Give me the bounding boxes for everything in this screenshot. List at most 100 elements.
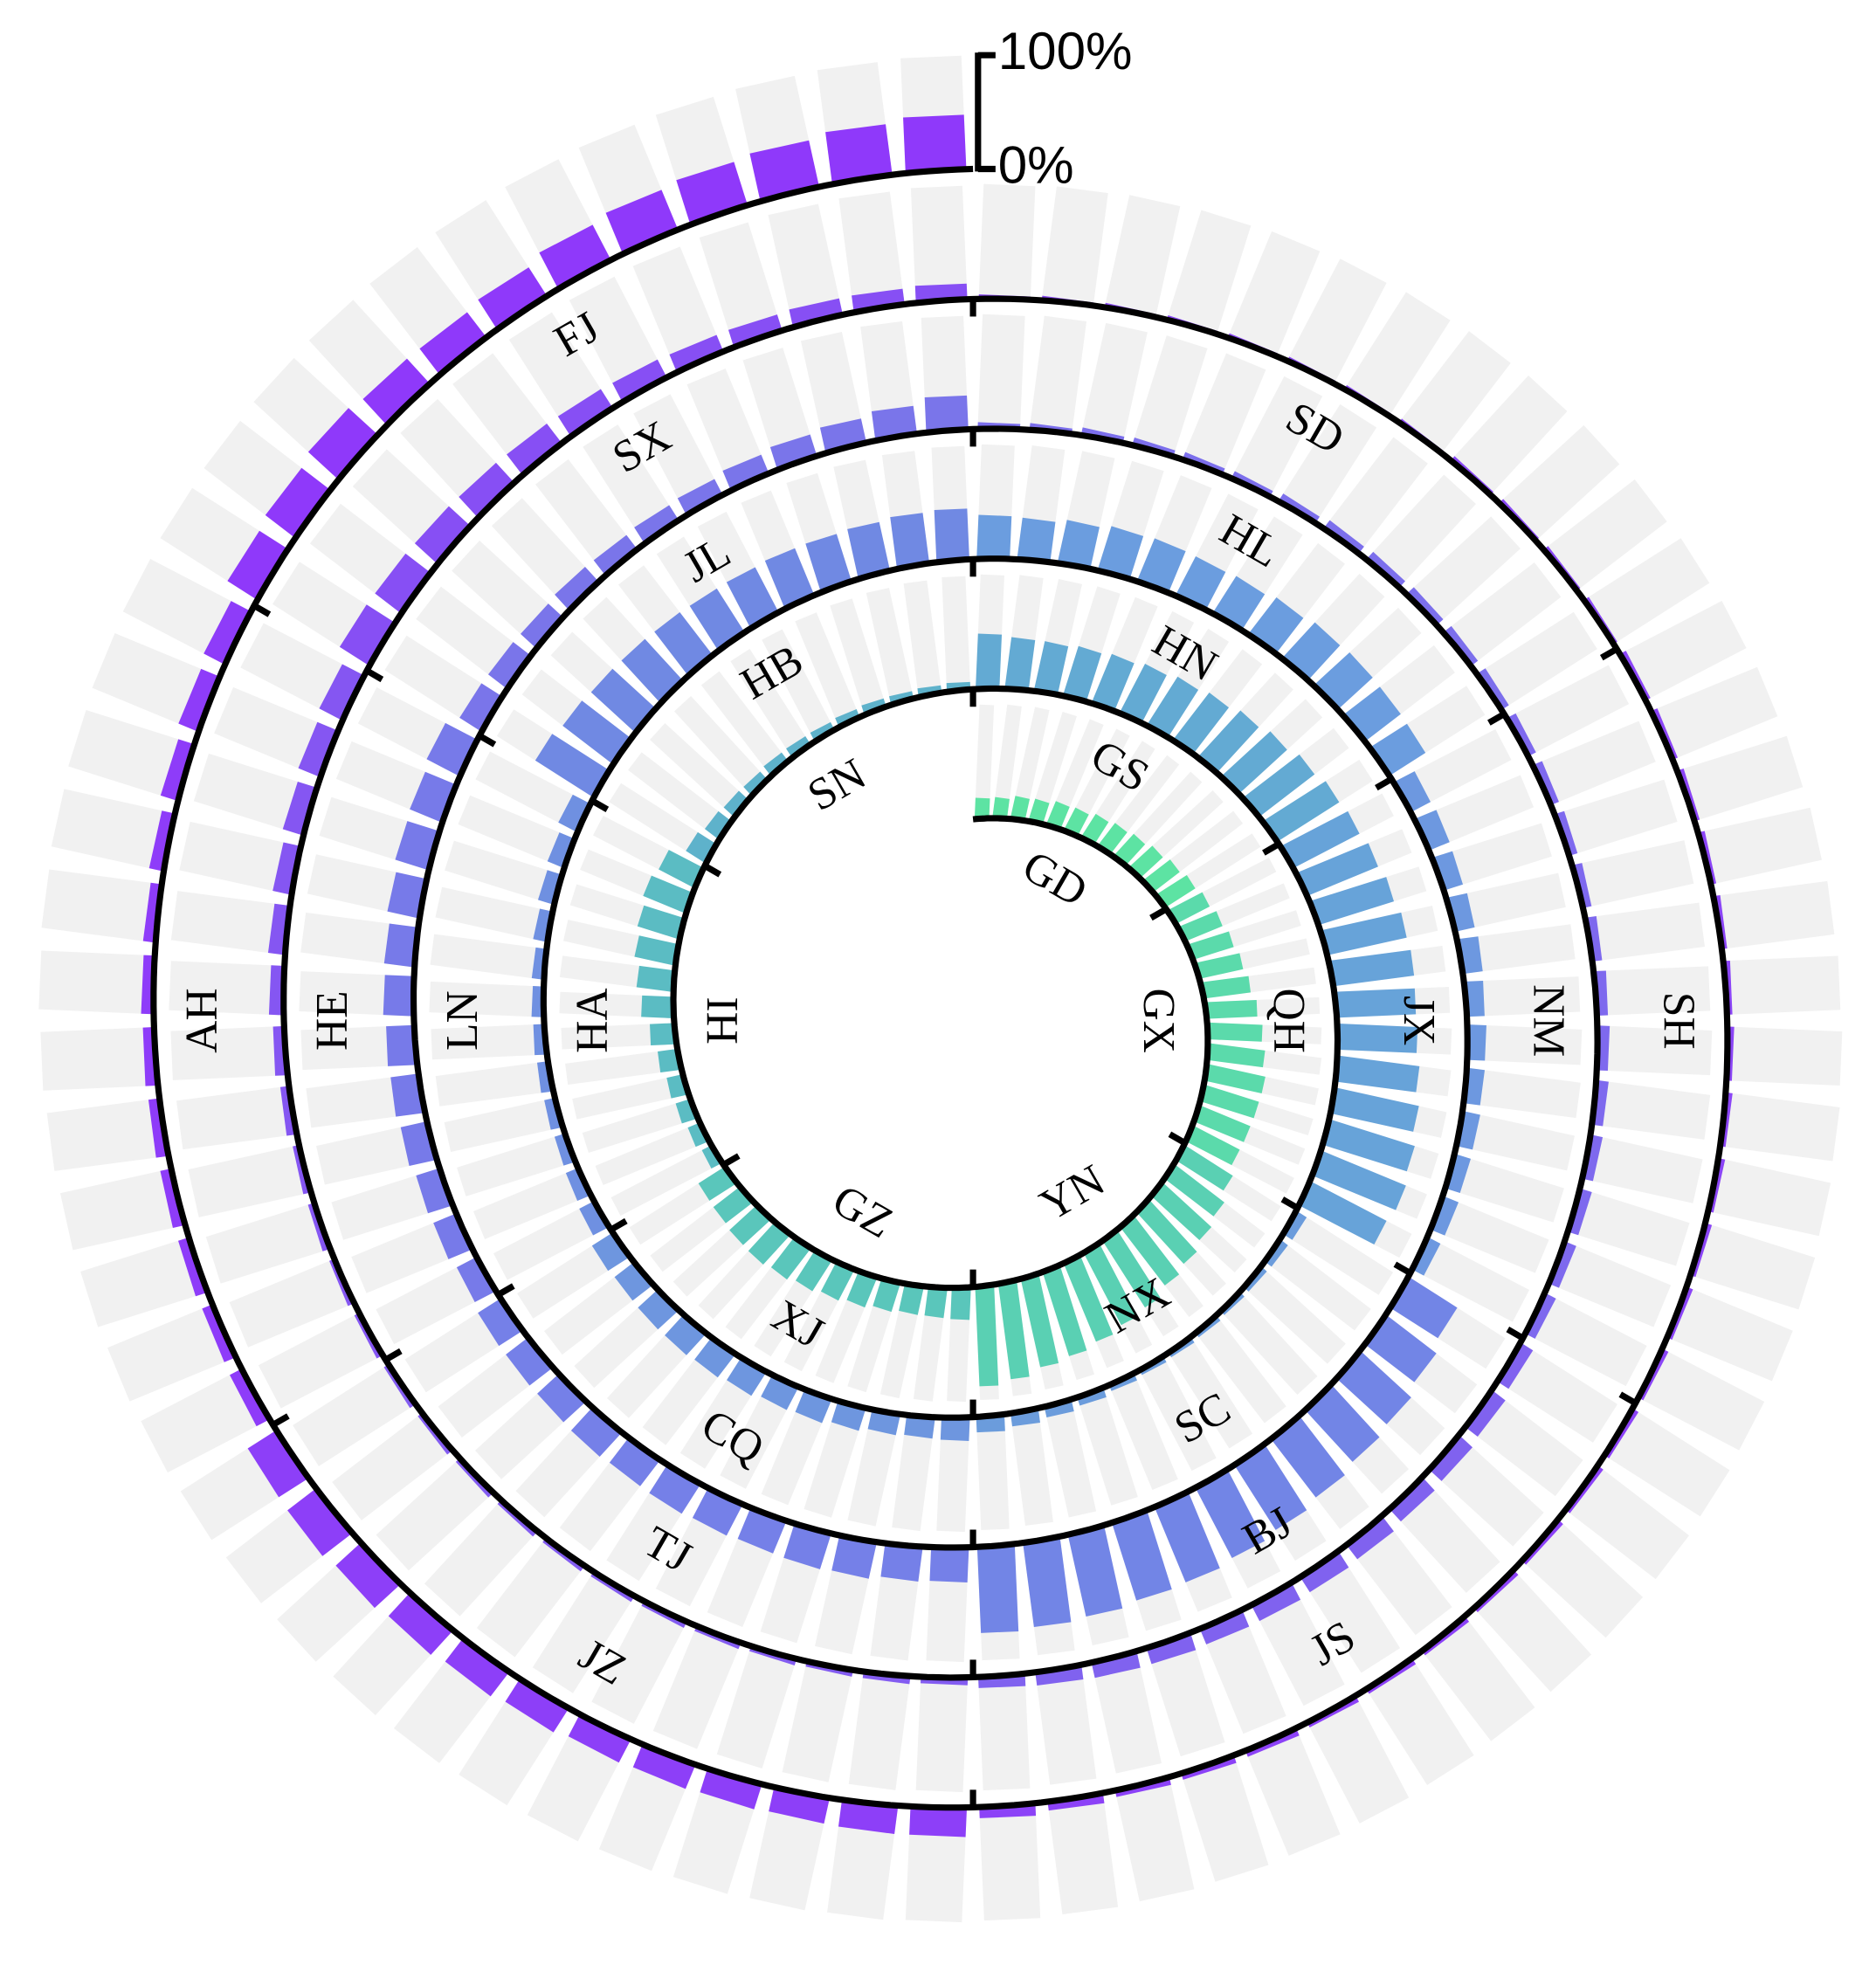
background-bar — [293, 1363, 415, 1466]
background-bar — [1638, 1348, 1765, 1451]
bar — [1045, 801, 1070, 831]
bar — [838, 1799, 899, 1835]
segment-tick — [252, 603, 272, 617]
background-bar — [1584, 538, 1710, 645]
bar — [924, 1286, 948, 1319]
bar — [650, 1023, 676, 1046]
bar — [1128, 845, 1163, 879]
bar — [1310, 877, 1395, 926]
background-bar — [782, 1660, 853, 1782]
background-bar — [1430, 1196, 1549, 1273]
background-bar — [1446, 872, 1566, 932]
background-bar — [1282, 1210, 1394, 1295]
background-bar — [1497, 1342, 1617, 1443]
bar — [1017, 517, 1056, 563]
bar — [749, 140, 820, 201]
background-bar — [205, 1203, 329, 1284]
bar — [992, 796, 1010, 820]
bar — [637, 905, 686, 940]
bar — [1042, 1265, 1087, 1356]
bar — [230, 1369, 269, 1427]
bar — [621, 638, 684, 703]
background-bar — [978, 183, 1036, 300]
bar — [1028, 798, 1050, 825]
bar — [612, 359, 667, 402]
background-bar — [38, 950, 155, 1015]
bar — [568, 1713, 631, 1763]
bar — [1206, 1043, 1266, 1068]
background-bar — [1477, 611, 1597, 711]
background-bar — [974, 704, 995, 819]
bar — [1173, 692, 1230, 755]
bar — [1193, 1105, 1251, 1142]
bar — [769, 434, 817, 469]
bar — [1270, 1416, 1345, 1498]
bar — [507, 424, 562, 475]
bar — [1063, 645, 1102, 703]
background-bar — [1699, 807, 1822, 885]
segment-tick — [590, 797, 610, 813]
bar — [1324, 520, 1364, 555]
background-bar — [1344, 292, 1451, 417]
background-bar — [431, 1024, 547, 1060]
bar — [1146, 1633, 1197, 1665]
bar — [203, 601, 252, 665]
bar — [178, 668, 220, 732]
background-bar — [848, 1671, 911, 1790]
background-bar — [457, 1133, 575, 1196]
background-bar — [1666, 1286, 1793, 1382]
bar — [658, 1048, 681, 1073]
bar — [704, 810, 733, 840]
background-bar — [258, 1313, 383, 1409]
background-bar — [1466, 1024, 1583, 1065]
bar — [148, 810, 176, 872]
bar — [160, 1168, 184, 1228]
bar — [820, 1261, 855, 1301]
bar — [1114, 833, 1146, 866]
bar — [872, 1278, 900, 1313]
bar — [1415, 810, 1450, 852]
bar — [976, 1545, 1019, 1633]
series-label: QH — [1264, 988, 1314, 1052]
bar — [1282, 622, 1341, 681]
bar — [488, 642, 532, 689]
bar — [247, 1430, 308, 1498]
bar — [726, 567, 779, 628]
bar — [593, 534, 638, 576]
bar — [934, 508, 969, 562]
background-bar — [1183, 353, 1266, 475]
bar — [847, 521, 891, 578]
bar — [880, 1542, 923, 1582]
bar — [1346, 1516, 1394, 1560]
background-bar — [1451, 376, 1568, 495]
segment-tick — [1487, 711, 1506, 726]
bar — [831, 1534, 877, 1579]
bar — [1465, 980, 1485, 1017]
background-bar — [1220, 1292, 1318, 1396]
bar — [383, 975, 415, 1017]
bar — [539, 224, 611, 288]
bar — [1364, 1314, 1437, 1382]
background-bar — [193, 753, 318, 836]
background-bar — [1199, 1610, 1286, 1734]
scale-tick-label: 100% — [998, 22, 1133, 80]
background-bar — [1500, 424, 1620, 541]
segment-tick — [365, 667, 384, 683]
bar — [1497, 1342, 1534, 1389]
background-bar — [1591, 1079, 1711, 1140]
background-bar — [830, 598, 886, 714]
background-bar — [1652, 666, 1778, 761]
background-bar — [1573, 840, 1694, 908]
bar — [1263, 781, 1340, 843]
bar — [728, 314, 783, 347]
background-bar — [866, 588, 914, 705]
background-bar — [762, 629, 835, 741]
background-bar — [1245, 1729, 1341, 1856]
bar — [659, 850, 705, 888]
bar — [789, 298, 844, 327]
background-bar — [1108, 1374, 1178, 1490]
bar — [565, 1168, 590, 1201]
bar — [1083, 1244, 1138, 1326]
background-bar — [1690, 1223, 1816, 1310]
